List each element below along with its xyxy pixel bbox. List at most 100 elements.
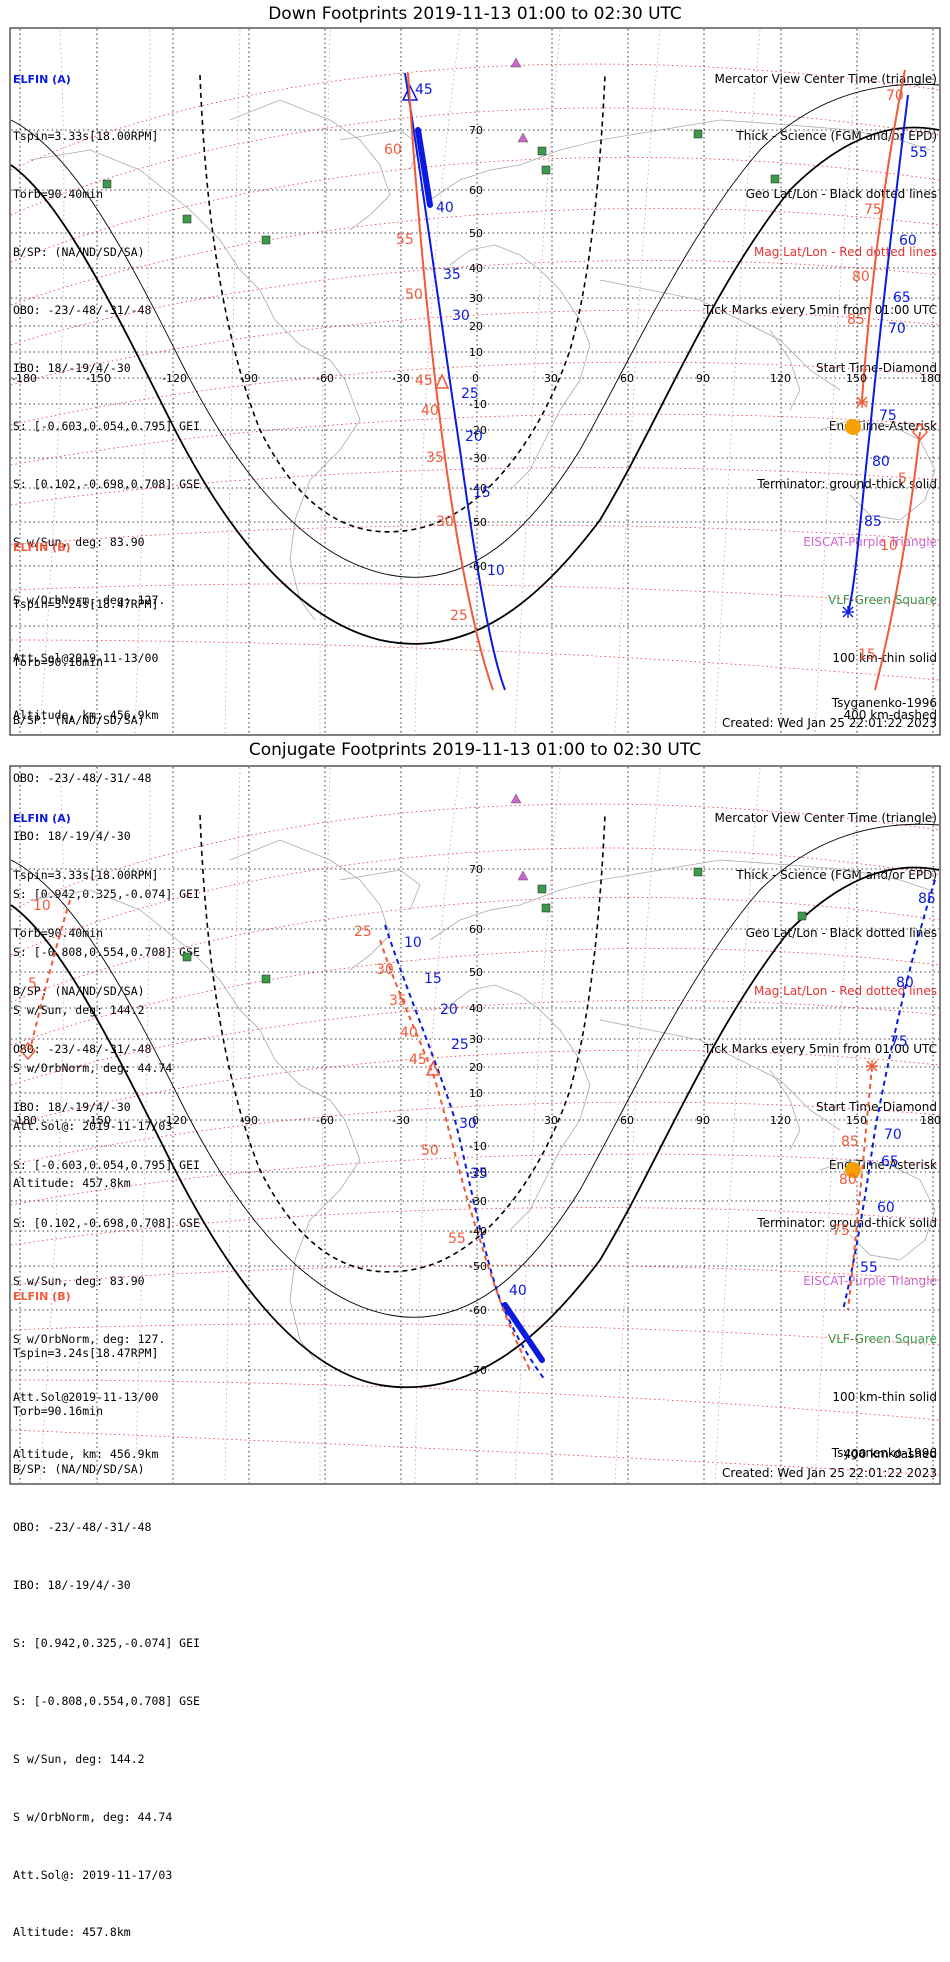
tick-label: 5 (898, 471, 907, 487)
panel1-elfin-a-info: ELFIN (A) Tspin=3.33s[18.00RPM] Torb=90.… (13, 31, 200, 745)
tick-label: 60 (384, 142, 402, 158)
lat-label: 30 (469, 1033, 483, 1046)
lon-label: -90 (240, 372, 258, 385)
info-line: IBO: 18/-19/4/-30 (13, 1578, 131, 1593)
tick-label: 35 (426, 450, 444, 466)
tick-label: 30 (376, 962, 394, 978)
panel2-lon-labels: -180 -150 -120 -90 -60 -30 0 30 60 90 12… (12, 1114, 941, 1127)
info-line: B/SP: (NA/ND/SD/SA) (13, 713, 145, 728)
tick-label: 25 (461, 386, 479, 402)
legend-line: EISCAT-Purple Triangle (803, 534, 937, 549)
lat-label: 20 (469, 1061, 483, 1074)
panel2-subsolar-sun-icon (845, 1162, 861, 1178)
panel1-elfin-a-track-east (847, 94, 909, 613)
info-line: S: [-0.808,0.554,0.708] GSE (13, 1693, 200, 1708)
panel1-elfin-b-header: ELFIN (B) (13, 540, 71, 554)
legend-line: Terminator: ground-thick solid (757, 1215, 937, 1230)
info-line: Altitude, km: 456.9km (13, 708, 159, 723)
info-line: S: [-0.603,0.054,0.795] GEI (13, 1157, 200, 1172)
panel2-coastlines (29, 839, 936, 1361)
panel1-geo-lon-lines (19, 29, 934, 734)
tick-label: 30 (459, 1116, 477, 1132)
tick-label: 85 (847, 312, 865, 328)
lat-label: -10 (469, 398, 487, 411)
info-line: S w/Sun, deg: 144.2 (13, 1751, 145, 1766)
lat-label: 50 (469, 966, 483, 979)
tick-label: 80 (896, 975, 914, 991)
panel1-lat-labels: 70 60 50 40 30 20 10 -10 -20 -30 -40 -50… (469, 124, 487, 573)
info-line: Torb=90.40min (13, 187, 104, 202)
lat-label: 60 (469, 923, 483, 936)
vlf-square-icon (182, 952, 192, 962)
lon-label: 180 (920, 372, 941, 385)
lon-label: -150 (86, 372, 111, 385)
tick-label: 60 (877, 1200, 895, 1216)
info-line: S w/OrbNorm, deg: 44.74 (13, 1060, 173, 1075)
tick-label: 85 (864, 514, 882, 530)
info-line: Altitude, km: 456.9km (13, 1447, 159, 1462)
legend-line: Mercator View Center Time (triangle) (714, 810, 937, 825)
tick-label: 70 (888, 321, 906, 337)
legend-line: 400 km-dashed (843, 708, 937, 723)
info-line: Torb=90.40min (13, 926, 104, 941)
tick-label: 40 (400, 1025, 418, 1041)
panel1-subsolar-sun-icon (845, 419, 861, 435)
tick-label: 15 (858, 647, 876, 663)
panel2-model: Tsyganenko-1996 (831, 1446, 937, 1460)
info-line: Att.Sol@2019-11-13/00 (13, 650, 159, 665)
panel2-elfin-b-center-triangle (425, 1060, 441, 1076)
panel2-elfin-a-science (502, 1302, 545, 1363)
lon-label: 0 (472, 1114, 479, 1127)
lon-label: 150 (846, 372, 867, 385)
eiscat-triangle-icon (517, 132, 529, 143)
tick-label: 60 (899, 233, 917, 249)
tick-label: 75 (864, 202, 882, 218)
panel1-mag-lat-lines (10, 63, 940, 681)
tick-label: 15 (473, 485, 491, 501)
panel2-created: Created: Wed Jan 25 22:01:22 2023 (722, 1466, 937, 1480)
tick-label: 45 (409, 1052, 427, 1068)
legend-line: Geo Lat/Lon - Black dotted lines (745, 926, 937, 941)
info-line: S w/Sun, deg: 144.2 (13, 1002, 145, 1017)
panel1-title: Down Footprints 2019-11-13 01:00 to 02:3… (268, 4, 682, 24)
tick-label: 25 (451, 1037, 469, 1053)
panel2-map: -180 -150 -120 -90 -60 -30 0 30 60 90 12… (9, 765, 941, 1485)
tick-label: 30 (452, 308, 470, 324)
tick-label: 10 (404, 935, 422, 951)
lat-label: 10 (469, 346, 483, 359)
info-line: S: [-0.603,0.054,0.795] GEI (13, 418, 200, 433)
info-line: S: [0.102,-0.698,0.708] GSE (13, 476, 200, 491)
lat-label: 70 (469, 124, 483, 137)
panel2-terminator-100km (10, 823, 940, 1318)
panel2-frame (9, 765, 941, 1485)
lon-label: 90 (696, 372, 710, 385)
eiscat-triangle-icon (510, 57, 522, 68)
panel1-elfin-b-track (407, 72, 494, 691)
panel1-lon-labels: -180 -150 -120 -90 -60 -30 0 30 60 90 12… (12, 372, 941, 385)
lon-label: 180 (920, 1114, 941, 1127)
lat-label: -30 (469, 452, 487, 465)
tick-label: 10 (880, 538, 898, 554)
tick-label: 35 (389, 993, 407, 1009)
lat-label: -10 (469, 1140, 487, 1153)
panel1-elfin-a-science (415, 127, 433, 208)
tick-label: 10 (33, 898, 51, 914)
lon-label: -150 (86, 1114, 111, 1127)
panel1-elfin-b-track-east (861, 69, 906, 401)
lon-label: -180 (12, 1114, 37, 1127)
panel2-elfin-b-track (379, 939, 531, 1371)
lon-label: -180 (12, 372, 37, 385)
info-line: Altitude: 457.8km (13, 1176, 131, 1191)
lon-label: 30 (544, 1114, 558, 1127)
info-line: Tspin=3.33s[18.00RPM] (13, 129, 159, 144)
tick-label: 25 (450, 608, 468, 624)
tick-label: 20 (440, 1002, 458, 1018)
legend-line: Thick - Science (FGM and/or EPD) (736, 129, 937, 144)
panel1-elfin-b-start-diamond (912, 422, 928, 442)
tick-label: 40 (436, 200, 454, 216)
legend-line: Mag Lat/Lon - Red dotted lines (753, 984, 937, 999)
tick-label: 45 (415, 82, 433, 98)
panel2-elfin-b-header: ELFIN (B) (13, 1289, 71, 1303)
panel1-elfin-b-track-south (874, 431, 921, 691)
panel1-elfin-b-center-triangle (434, 373, 450, 389)
